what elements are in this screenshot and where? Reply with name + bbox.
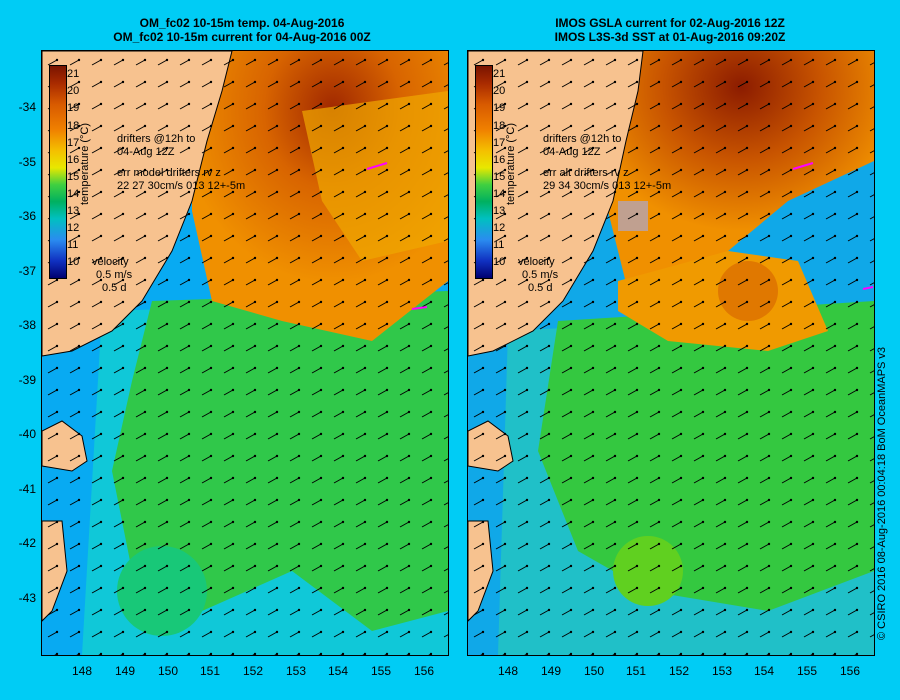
cbar-tick: 16: [67, 154, 80, 166]
lon-tick: 150: [583, 664, 605, 678]
left-drifters-note: drifters @12h to 04-Aug 12Z: [117, 133, 195, 159]
cbar-tick: 15: [493, 171, 506, 183]
cbar-tick: 20: [493, 85, 506, 97]
lon-tick: 149: [540, 664, 562, 678]
lon-tick: 150: [157, 664, 179, 678]
left-map-graphic: [42, 51, 448, 655]
right-colorbar-gradient: [475, 65, 493, 279]
right-drifters-line2: 04-Aug 12Z: [543, 146, 601, 158]
lat-tick: -42: [18, 536, 36, 550]
left-map[interactable]: 21 20 19 18 17 16 15 14 13 12 11 10 temp…: [41, 50, 449, 656]
cbar-tick: 18: [493, 120, 506, 132]
lon-tick: 154: [327, 664, 349, 678]
cbar-tick: 13: [67, 205, 80, 217]
lat-tick: -35: [18, 155, 36, 169]
lon-tick: 149: [114, 664, 136, 678]
cbar-tick: 11: [67, 239, 79, 251]
cbar-tick: 17: [67, 137, 80, 149]
left-err-line1: err model drifters rv z: [117, 167, 221, 179]
lat-tick: -39: [18, 373, 36, 387]
lon-tick: 155: [796, 664, 818, 678]
cbar-tick: 12: [67, 222, 80, 234]
lon-tick: 156: [413, 664, 435, 678]
left-drifters-line1: drifters @12h to: [117, 133, 196, 145]
lon-tick: 151: [199, 664, 221, 678]
lon-tick: 154: [753, 664, 775, 678]
left-velocity-scale: 0.5 m/s: [96, 269, 133, 281]
lat-tick: -43: [18, 591, 36, 605]
left-drifters-line2: 04-Aug 12Z: [117, 146, 175, 158]
left-panel-title: OM_fc02 10-15m temp. 04-Aug-2016 OM_fc02…: [92, 16, 392, 44]
right-drifters-line1: drifters @12h to: [543, 133, 622, 145]
right-velocity-label: velocity: [518, 256, 555, 268]
lat-tick: -36: [18, 209, 36, 223]
left-colorbar-gradient: [49, 65, 67, 279]
lon-tick: 151: [625, 664, 647, 678]
right-title-line2: IMOS L3S-3d SST at 01-Aug-2016 09:20Z: [554, 30, 786, 44]
cbar-tick: 15: [67, 171, 80, 183]
lat-tick: -40: [18, 427, 36, 441]
right-velocity-scale: 0.5 m/s: [522, 269, 559, 281]
lat-tick: -41: [18, 482, 36, 496]
lon-tick: 156: [839, 664, 861, 678]
left-colorbar-ticks: 21 20 19 18 17 16 15 14 13 12 11 10: [67, 65, 93, 277]
lon-tick: 155: [370, 664, 392, 678]
lon-tick: 148: [497, 664, 519, 678]
left-colorbar: 21 20 19 18 17 16 15 14 13 12 11 10 temp…: [47, 65, 125, 279]
lon-tick: 152: [668, 664, 690, 678]
right-colorbar: 21 20 19 18 17 16 15 14 13 12 11 10 temp…: [473, 65, 551, 279]
right-err-note: err alt drifters rv z 29 34 30cm/s 013 1…: [543, 167, 671, 193]
cbar-tick: 20: [67, 85, 80, 97]
left-velocity-label: velocity: [92, 256, 129, 268]
left-velocity-time: 0.5 d: [102, 282, 127, 294]
left-err-note: err model drifters rv z 22 27 30cm/s 013…: [117, 167, 245, 193]
lat-tick: -34: [18, 100, 36, 114]
cbar-tick: 14: [493, 188, 506, 200]
left-colorbar-label: temperature (°C): [79, 122, 91, 205]
cbar-tick: 19: [493, 102, 506, 114]
lon-tick: 153: [285, 664, 307, 678]
cbar-tick: 10: [67, 256, 80, 268]
lat-tick: -37: [18, 264, 36, 278]
left-err-line2: 22 27 30cm/s 013 12+-5m: [117, 180, 246, 192]
left-title-line1: OM_fc02 10-15m temp. 04-Aug-2016: [139, 16, 345, 30]
right-colorbar-ticks: 21 20 19 18 17 16 15 14 13 12 11 10: [493, 65, 519, 277]
right-title-line1: IMOS GSLA current for 02-Aug-2016 12Z: [555, 16, 785, 30]
cbar-tick: 12: [493, 222, 506, 234]
cbar-tick: 16: [493, 154, 506, 166]
lon-tick: 152: [242, 664, 264, 678]
lon-tick: 148: [71, 664, 93, 678]
cbar-tick: 17: [493, 137, 506, 149]
lon-tick: 153: [711, 664, 733, 678]
right-velocity-legend: velocity 0.5 m/s 0.5 d: [518, 256, 558, 295]
cbar-tick: 19: [67, 102, 80, 114]
right-map-graphic: [468, 51, 874, 655]
cbar-tick: 13: [493, 205, 506, 217]
cbar-tick: 14: [67, 188, 80, 200]
cbar-tick: 11: [493, 239, 505, 251]
cbar-tick: 21: [67, 68, 80, 80]
cbar-tick: 18: [67, 120, 80, 132]
right-colorbar-label: temperature (°C): [505, 122, 517, 205]
right-velocity-time: 0.5 d: [528, 282, 553, 294]
right-map[interactable]: 21 20 19 18 17 16 15 14 13 12 11 10 temp…: [467, 50, 875, 656]
lat-tick: -38: [18, 318, 36, 332]
right-drifters-note: drifters @12h to 04-Aug 12Z: [543, 133, 621, 159]
credit-text: © CSIRO 2016 08-Aug-2016 00:04:18 BoM Oc…: [876, 346, 888, 640]
left-title-line2: OM_fc02 10-15m current for 04-Aug-2016 0…: [113, 30, 371, 44]
right-panel-title: IMOS GSLA current for 02-Aug-2016 12Z IM…: [520, 16, 820, 44]
cbar-tick: 21: [493, 68, 506, 80]
cbar-tick: 10: [493, 256, 506, 268]
right-err-line1: err alt drifters rv z: [543, 167, 629, 179]
right-err-line2: 29 34 30cm/s 013 12+-5m: [543, 180, 672, 192]
left-velocity-legend: velocity 0.5 m/s 0.5 d: [92, 256, 132, 295]
